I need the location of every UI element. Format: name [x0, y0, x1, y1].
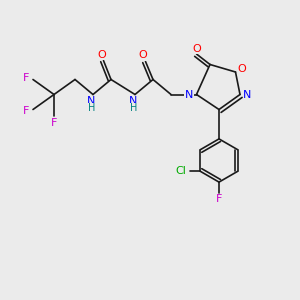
Text: F: F	[51, 118, 57, 128]
Text: F: F	[23, 106, 30, 116]
Text: H: H	[88, 103, 95, 113]
Text: N: N	[129, 96, 138, 106]
Text: N: N	[243, 89, 252, 100]
Text: F: F	[216, 194, 222, 204]
Text: O: O	[98, 50, 106, 60]
Text: N: N	[185, 89, 193, 100]
Text: O: O	[192, 44, 201, 54]
Text: Cl: Cl	[176, 166, 186, 176]
Text: H: H	[130, 103, 137, 113]
Text: F: F	[23, 73, 30, 83]
Text: N: N	[87, 96, 96, 106]
Text: O: O	[138, 50, 147, 61]
Text: O: O	[238, 64, 247, 74]
